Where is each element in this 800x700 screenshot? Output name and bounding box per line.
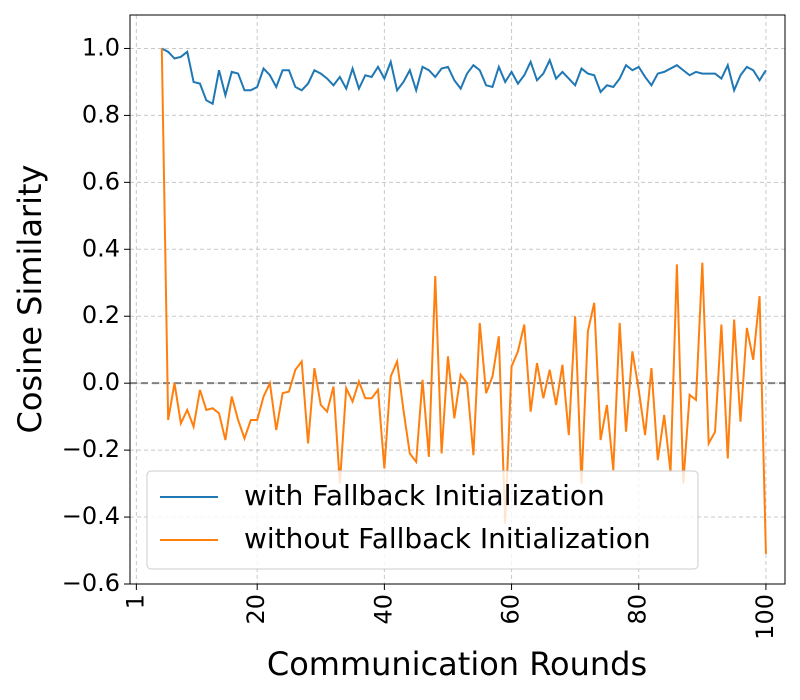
x-tick-label: 80: [624, 594, 652, 625]
y-tick-label: 0.4: [82, 234, 120, 262]
legend-label: with Fallback Initialization: [244, 479, 605, 512]
y-tick-label: 0.6: [82, 167, 120, 195]
y-tick-label: 0.8: [82, 100, 120, 128]
x-tick-label: 100: [751, 594, 779, 640]
legend-label: without Fallback Initialization: [244, 522, 651, 555]
x-tick-label: 40: [369, 594, 397, 625]
legend: with Fallback Initialization without Fall…: [146, 470, 699, 570]
y-axis-label: Cosine Similarity: [11, 165, 49, 434]
y-tick-label: 0.2: [82, 301, 120, 329]
y-tick-label: 0.0: [82, 368, 120, 396]
x-tick-label: 1: [121, 594, 149, 609]
y-tick-label: −0.6: [62, 569, 120, 597]
plot-frame: [129, 14, 786, 585]
y-tick-label: −0.2: [62, 435, 120, 463]
series-line: [160, 48, 767, 554]
x-tick-label: 60: [497, 594, 525, 625]
series-line: [161, 47, 767, 106]
y-tick-label: 1.0: [82, 33, 120, 61]
y-tick-label: −0.4: [62, 502, 120, 530]
x-tick-label: 20: [242, 594, 270, 625]
x-axis-label: Communication Rounds: [267, 645, 647, 683]
legend-box: [146, 470, 699, 570]
